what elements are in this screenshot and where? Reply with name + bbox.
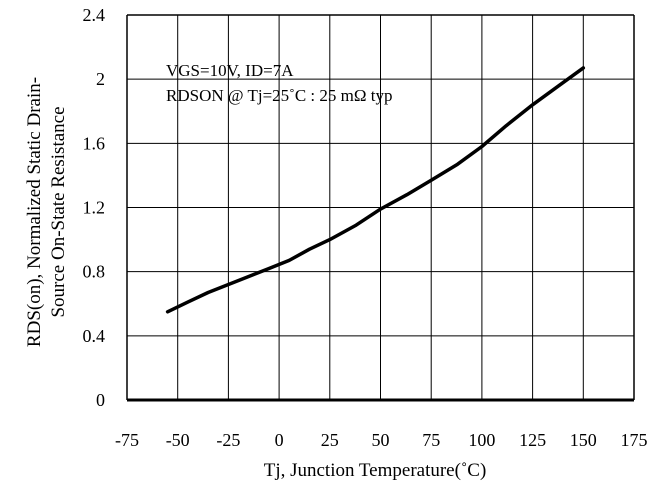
x-tick-label: 0 <box>275 430 284 450</box>
x-tick-label: 100 <box>468 430 495 450</box>
y-tick-label: 0 <box>96 390 105 410</box>
x-tick-label: 25 <box>321 430 339 450</box>
annotations: VGS=10V, ID=7A RDSON @ Tj=25˚C : 25 mΩ ty… <box>166 61 392 105</box>
y-tick-label: 0.8 <box>83 262 106 282</box>
x-tick-label: 175 <box>621 430 648 450</box>
x-tick-label: 125 <box>519 430 546 450</box>
x-tick-label: 75 <box>422 430 440 450</box>
x-tick-label: -25 <box>216 430 240 450</box>
annotation-text: RDSON @ Tj=25˚C : 25 mΩ typ <box>166 86 392 105</box>
y-axis-label-line2: Source On-State Resistance <box>48 106 69 317</box>
y-tick-label: 2.4 <box>83 5 106 25</box>
x-tick-label: -50 <box>166 430 190 450</box>
series-lines <box>165 66 586 314</box>
x-tick-label: 150 <box>570 430 597 450</box>
x-axis-label: Tj, Junction Temperature(˚C) <box>264 460 487 481</box>
x-tick-label: 50 <box>372 430 390 450</box>
y-axis-label-line1: RDS(on), Normalized Static Drain- <box>24 77 45 347</box>
x-tick-label: -75 <box>115 430 139 450</box>
y-tick-label: 2 <box>96 69 105 89</box>
grid <box>126 14 635 402</box>
y-tick-label: 1.2 <box>83 198 106 218</box>
tick-labels: -75 -50 -25 0 25 50 75 100 125 150 175 0 0.4 0.8 1.2 1.… <box>83 5 648 450</box>
y-tick-label: 0.4 <box>83 326 106 346</box>
y-tick-label: 1.6 <box>83 133 106 153</box>
series-line <box>165 66 586 314</box>
annotation-text: VGS=10V, ID=7A <box>166 61 294 80</box>
